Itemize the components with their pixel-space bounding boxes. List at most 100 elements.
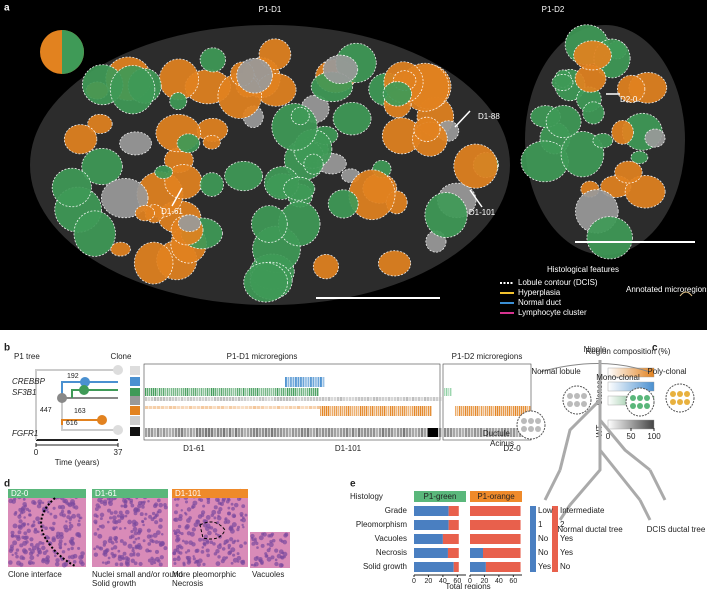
nucleus: [123, 504, 128, 508]
heatmap-cell: [433, 397, 436, 401]
bar-segment: [470, 562, 486, 572]
nucleus: [141, 505, 145, 509]
nucleus: [99, 512, 105, 518]
heatmap-cell: [388, 428, 391, 437]
tissue-blob: [413, 116, 441, 142]
heatmap-cell: [331, 397, 334, 401]
nucleus: [215, 561, 221, 567]
nucleus: [119, 539, 124, 543]
x-tick-label: 20: [425, 578, 433, 585]
nucleus: [172, 551, 176, 556]
tree-node: [113, 365, 123, 375]
heatmap-cell: [289, 388, 291, 396]
heatmap-cell: [256, 397, 259, 401]
nucleus: [77, 546, 81, 550]
heatmap-cell: [245, 406, 249, 409]
heatmap-cell: [364, 428, 367, 437]
legend-label: No: [560, 562, 571, 571]
nucleus: [74, 505, 79, 510]
bar-segment: [470, 506, 521, 516]
nucleus: [231, 506, 235, 511]
heatmap-cell: [497, 406, 499, 416]
nucleus: [212, 542, 216, 546]
nucleus: [253, 537, 257, 541]
nucleus: [176, 556, 181, 561]
time-tick-label: 37: [114, 448, 123, 457]
nucleus: [244, 513, 248, 517]
heatmap-cell: [310, 397, 313, 401]
nucleus: [28, 547, 32, 551]
nucleus: [76, 522, 81, 527]
heatmap-cell: [259, 428, 262, 437]
heatmap-cell: [201, 406, 205, 409]
nucleus: [255, 541, 259, 546]
nucleus: [55, 558, 60, 563]
heatmap-cell: [519, 406, 521, 416]
nucleus: [111, 541, 115, 545]
nucleus: [71, 513, 77, 519]
heatmap-cell: [175, 397, 178, 401]
heatmap-cell: [151, 428, 154, 437]
nucleus: [254, 561, 259, 567]
acinus: [567, 401, 573, 407]
heatmap-cell: [428, 406, 430, 416]
heatmap-cell: [301, 428, 304, 437]
nucleus: [123, 527, 127, 530]
nucleus: [58, 539, 63, 544]
nucleus: [236, 555, 242, 561]
heatmap-cell: [348, 406, 350, 416]
nucleus: [18, 513, 22, 517]
heatmap-cell: [235, 428, 238, 437]
acinus: [630, 403, 636, 409]
heatmap-cell: [187, 388, 189, 396]
heatmap-cell: [430, 397, 433, 401]
tree-branch: [35, 369, 118, 440]
heatmap-cell: [459, 428, 462, 437]
heatmap-cell: [310, 377, 312, 387]
heatmap-cell: [386, 406, 388, 416]
heatmap-cell: [169, 388, 171, 396]
heatmap-cell: [277, 428, 280, 437]
nucleus: [67, 547, 71, 551]
nucleus: [148, 514, 152, 519]
nucleus: [109, 516, 113, 520]
nucleus: [96, 527, 100, 531]
heatmap-cell: [499, 406, 501, 416]
heatmap-cell: [430, 406, 432, 416]
nucleus: [113, 545, 118, 550]
nucleus: [44, 526, 48, 531]
heatmap-cell: [185, 406, 189, 409]
heatmap-cell: [225, 388, 227, 396]
heatmap-cell: [231, 388, 233, 396]
duct: [539, 363, 651, 373]
nucleus: [126, 557, 131, 561]
nucleus: [97, 505, 101, 509]
branch-count: 163: [74, 408, 86, 415]
heatmap-cell: [394, 406, 396, 416]
nucleus: [93, 547, 96, 551]
tissue-blob: [382, 81, 412, 107]
heatmap-cell: [397, 397, 400, 401]
heatmap-cell: [350, 406, 352, 416]
heatmap-cell: [489, 406, 491, 416]
heatmap-cell: [178, 397, 181, 401]
nucleus: [28, 551, 34, 556]
nucleus: [198, 537, 203, 542]
heatmap-cell: [515, 406, 517, 416]
heatmap-cell: [238, 397, 241, 401]
duct: [638, 499, 652, 521]
nucleus: [58, 542, 63, 547]
heatmap-cell: [421, 397, 424, 401]
gene-label: CREBBP: [12, 377, 46, 386]
nucleus: [122, 541, 127, 546]
bar-segment: [470, 534, 521, 544]
heatmap-cell: [328, 406, 330, 416]
heatmap-cell: [173, 406, 177, 409]
heatmap-cell: [334, 428, 337, 437]
nucleus: [64, 527, 69, 533]
region-label: D1-101: [335, 444, 362, 453]
heatmap-cell: [462, 428, 465, 437]
heatmap-cell: [239, 388, 241, 396]
lobule: [665, 383, 695, 413]
nucleus: [146, 534, 152, 539]
